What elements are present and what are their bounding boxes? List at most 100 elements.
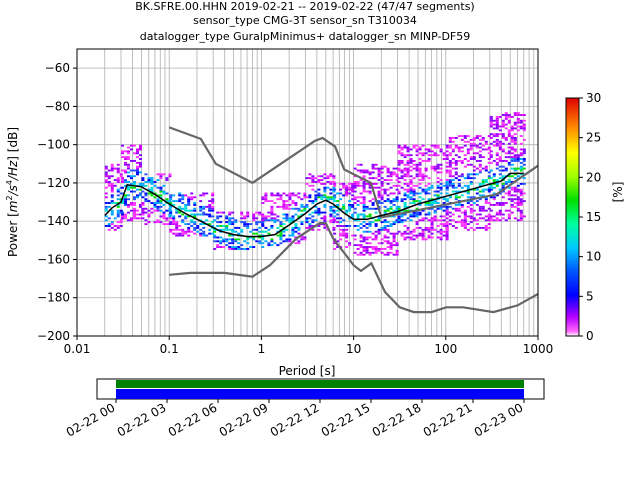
density-cell [332, 181, 336, 183]
density-cell [165, 192, 169, 195]
density-cell [300, 203, 304, 206]
density-cell [495, 144, 499, 147]
density-cell [261, 223, 265, 226]
density-cell [234, 221, 238, 224]
density-cell [368, 207, 372, 210]
density-cell [329, 188, 333, 191]
density-cell [123, 184, 127, 187]
density-cell [395, 179, 399, 182]
density-cell [386, 207, 390, 210]
density-cell [415, 173, 419, 176]
density-cell [175, 209, 179, 212]
density-cell [418, 148, 422, 151]
density-cell [406, 228, 410, 231]
density-cell [522, 152, 526, 155]
density-cell [144, 173, 148, 176]
density-cell [368, 230, 372, 233]
density-cell [348, 205, 352, 208]
density-cell [110, 175, 114, 178]
density-cell [193, 209, 197, 212]
density-cell [208, 213, 212, 216]
density-cell [359, 234, 363, 237]
density-cell [362, 181, 366, 183]
density-cell [507, 119, 511, 122]
density-cell [342, 234, 346, 237]
density-cell [267, 200, 271, 203]
density-cell [126, 184, 130, 187]
density-cell [374, 163, 378, 166]
density-cell [445, 186, 449, 189]
density-cell [445, 230, 449, 233]
density-cell [279, 238, 283, 241]
density-cell [213, 236, 217, 239]
density-cell [291, 207, 295, 210]
density-cell [516, 188, 520, 191]
density-cell [478, 156, 482, 159]
density-cell [427, 211, 431, 214]
density-cell [510, 137, 514, 139]
density-cell [409, 182, 413, 185]
density-cell [403, 205, 407, 208]
density-cell [403, 175, 407, 178]
density-cell [504, 159, 508, 162]
density-cell [362, 249, 366, 252]
density-cell [138, 144, 142, 147]
density-cell [395, 209, 399, 212]
density-cell [430, 184, 434, 187]
density-cell [495, 163, 499, 166]
density-cell [113, 225, 117, 227]
density-cell [141, 207, 145, 210]
density-cell [132, 211, 136, 214]
density-cell [300, 213, 304, 216]
density-cell [107, 217, 111, 220]
density-cell [123, 161, 127, 164]
density-cell [519, 173, 523, 176]
density-cell [249, 236, 253, 239]
density-cell [522, 182, 526, 185]
density-cell [320, 196, 324, 199]
density-cell [392, 203, 396, 206]
density-cell [475, 219, 479, 222]
density-cell [442, 215, 446, 218]
density-cell [454, 137, 458, 139]
density-cell [371, 238, 375, 241]
density-cell [412, 234, 416, 237]
density-cell [208, 209, 212, 212]
density-cell [492, 192, 496, 195]
density-cell [415, 144, 419, 147]
density-cell [472, 144, 476, 147]
density-cell [430, 167, 434, 170]
density-cell [126, 165, 130, 168]
density-cell [412, 211, 416, 214]
density-cell [144, 211, 148, 214]
density-cell [418, 186, 422, 189]
density-cell [516, 114, 520, 116]
density-cell [120, 186, 124, 189]
density-cell [273, 242, 277, 245]
density-cell [123, 196, 127, 199]
density-cell [510, 203, 514, 206]
density-cell [353, 184, 357, 187]
density-cell [314, 205, 318, 208]
density-cell [243, 247, 247, 250]
density-cell [329, 182, 333, 185]
density-cell [243, 221, 247, 224]
density-cell [463, 135, 467, 138]
density-cell [463, 219, 467, 222]
density-cell [415, 150, 419, 153]
density-cell [303, 192, 307, 195]
density-cell [516, 209, 520, 212]
density-cell [504, 156, 508, 159]
density-cell [516, 175, 520, 178]
density-cell [481, 148, 485, 151]
timeline-tick-label: 02-22 12 [268, 400, 322, 439]
noise-model-low-line [169, 222, 539, 314]
density-cell [395, 196, 399, 199]
colorbar-label: [%] [611, 182, 625, 203]
density-cell [513, 123, 517, 126]
density-cell [222, 228, 226, 231]
density-cell [472, 165, 476, 168]
density-cell [323, 182, 327, 185]
density-cell [492, 133, 496, 136]
density-cell [478, 154, 482, 157]
